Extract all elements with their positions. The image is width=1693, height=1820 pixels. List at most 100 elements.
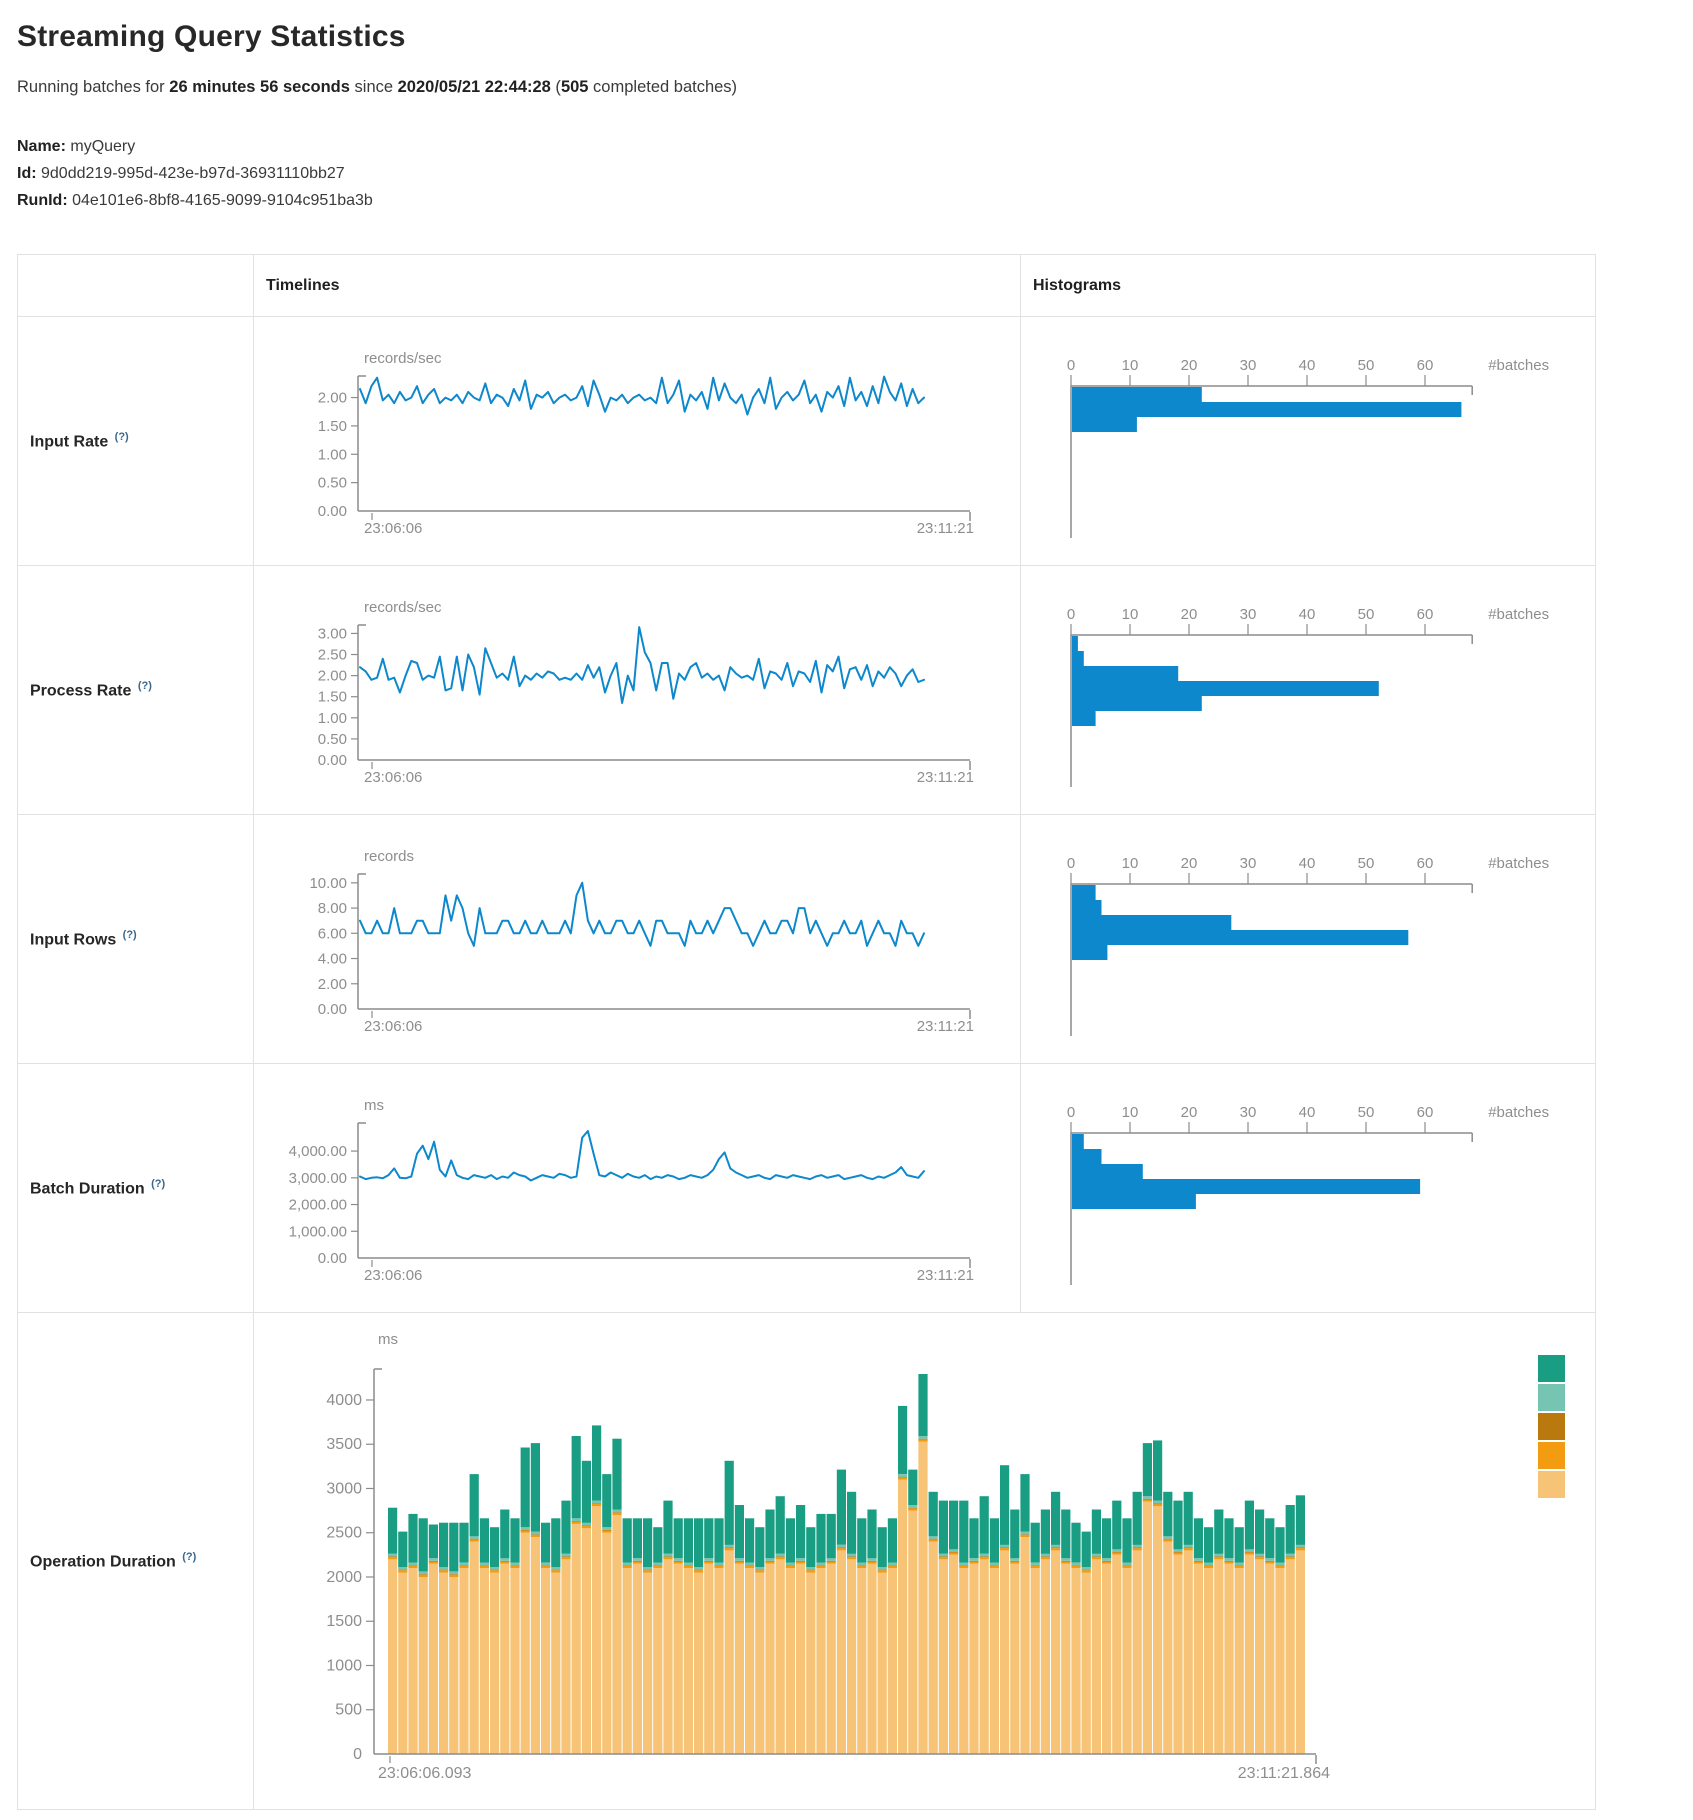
row-label-input-rows: Input Rows (?) xyxy=(17,814,254,1064)
svg-text:40: 40 xyxy=(1299,855,1316,872)
svg-text:10.00: 10.00 xyxy=(309,874,347,891)
svg-text:0: 0 xyxy=(1067,606,1075,623)
svg-text:1,000.00: 1,000.00 xyxy=(289,1223,347,1240)
summary-start-time: 2020/05/21 22:44:28 xyxy=(397,78,551,96)
svg-text:23:11:21: 23:11:21 xyxy=(917,769,974,786)
svg-text:30: 30 xyxy=(1240,606,1257,623)
table-row-operation-duration: Operation Duration (?) ms 4000 3500 3000 250… xyxy=(17,1312,1596,1810)
row-label-text: Input Rows xyxy=(30,931,117,949)
batch-duration-histogram-chart: 0 10 20 30 40 50 60 #batches xyxy=(1021,1093,1595,1298)
operation-duration-stacked-chart: ms 4000 3500 3000 2500 2000 1500 1000 500 0 23:06:… xyxy=(254,1324,1595,1799)
svg-text:0.50: 0.50 xyxy=(318,474,347,491)
svg-text:30: 30 xyxy=(1240,855,1257,872)
summary-batch-count: 505 xyxy=(560,78,589,96)
svg-text:60: 60 xyxy=(1417,606,1434,623)
svg-text:60: 60 xyxy=(1417,357,1434,374)
column-header-histograms: Histograms xyxy=(1020,254,1596,317)
query-runid-label: RunId: xyxy=(17,192,68,209)
svg-text:2.50: 2.50 xyxy=(318,646,347,663)
svg-text:3,000.00: 3,000.00 xyxy=(289,1169,347,1186)
help-icon[interactable]: (?) xyxy=(114,430,129,443)
svg-text:3500: 3500 xyxy=(326,1436,362,1453)
query-runid-value: 04e101e6-8bf8-4165-9099-9104c951ba3b xyxy=(72,192,373,209)
query-runid-line: RunId: 04e101e6-8bf8-4165-9099-9104c951b… xyxy=(17,187,1693,214)
row-label-text: Process Rate xyxy=(30,682,132,700)
svg-text:20: 20 xyxy=(1181,357,1198,374)
svg-text:50: 50 xyxy=(1358,357,1375,374)
svg-text:2000: 2000 xyxy=(326,1568,362,1585)
summary-prefix: Running batches for xyxy=(17,78,170,96)
summary-duration: 26 minutes 56 seconds xyxy=(169,78,350,96)
svg-text:0.00: 0.00 xyxy=(318,1250,347,1267)
input-rows-timeline-chart: records 10.00 8.00 6.00 4.00 2.00 0.00 23:06:06… xyxy=(254,844,1020,1049)
svg-text:23:11:21: 23:11:21 xyxy=(917,1267,974,1284)
svg-text:23:11:21: 23:11:21 xyxy=(917,520,974,537)
row-label-operation-duration: Operation Duration (?) xyxy=(17,1312,254,1810)
input-rate-timeline-chart: records/sec 2.00 1.50 1.00 0.50 0.00 23:06:06 2… xyxy=(254,346,1020,551)
svg-text:10: 10 xyxy=(1122,357,1139,374)
process-rate-timeline-chart: records/sec 3.00 2.50 2.00 1.50 1.00 0.50 0.00 2… xyxy=(254,595,1020,800)
svg-text:8.00: 8.00 xyxy=(318,900,347,917)
header-empty-cell xyxy=(17,254,254,317)
row-label-process-rate: Process Rate (?) xyxy=(17,565,254,815)
svg-text:30: 30 xyxy=(1240,357,1257,374)
svg-text:10: 10 xyxy=(1122,1104,1139,1121)
svg-text:2.00: 2.00 xyxy=(318,667,347,684)
svg-text:#batches: #batches xyxy=(1488,357,1549,374)
svg-text:0: 0 xyxy=(1067,855,1075,872)
help-icon[interactable]: (?) xyxy=(122,928,137,941)
svg-text:23:06:06: 23:06:06 xyxy=(364,520,422,537)
svg-text:1.50: 1.50 xyxy=(318,688,347,705)
svg-text:records/sec: records/sec xyxy=(364,599,442,616)
svg-text:2,000.00: 2,000.00 xyxy=(289,1196,347,1213)
table-row-input-rate: Input Rate (?) records/sec 2.00 1.50 1.00 0.… xyxy=(17,316,1596,566)
row-label-batch-duration: Batch Duration (?) xyxy=(17,1063,254,1313)
svg-text:#batches: #batches xyxy=(1488,606,1549,623)
svg-text:0: 0 xyxy=(353,1746,362,1763)
query-name-line: Name: myQuery xyxy=(17,133,1693,160)
svg-text:23:06:06: 23:06:06 xyxy=(364,769,422,786)
svg-text:3000: 3000 xyxy=(326,1480,362,1497)
svg-text:500: 500 xyxy=(335,1701,362,1718)
svg-text:#batches: #batches xyxy=(1488,855,1549,872)
svg-text:50: 50 xyxy=(1358,1104,1375,1121)
svg-text:50: 50 xyxy=(1358,606,1375,623)
help-icon[interactable]: (?) xyxy=(151,1177,166,1190)
help-icon[interactable]: (?) xyxy=(137,679,152,692)
row-label-text: Input Rate xyxy=(30,433,109,451)
svg-text:60: 60 xyxy=(1417,1104,1434,1121)
help-icon[interactable]: (?) xyxy=(182,1550,197,1563)
query-id-value: 9d0dd219-995d-423e-b97d-36931110bb27 xyxy=(41,165,345,182)
row-label-text: Batch Duration xyxy=(30,1180,145,1198)
svg-text:23:11:21: 23:11:21 xyxy=(917,1018,974,1035)
svg-text:ms: ms xyxy=(378,1331,398,1348)
table-row-input-rows: Input Rows (?) records 10.00 8.00 6.00 4.00 2… xyxy=(17,814,1596,1064)
table-row-batch-duration: Batch Duration (?) ms 4,000.00 3,000.00 2,0… xyxy=(17,1063,1596,1313)
summary-paren: ( xyxy=(550,78,561,96)
svg-text:4.00: 4.00 xyxy=(318,950,347,967)
svg-text:records/sec: records/sec xyxy=(364,350,442,367)
svg-text:50: 50 xyxy=(1358,855,1375,872)
svg-text:4,000.00: 4,000.00 xyxy=(289,1143,347,1160)
svg-text:23:06:06.093: 23:06:06.093 xyxy=(378,1765,472,1782)
svg-text:1.00: 1.00 xyxy=(318,446,347,463)
svg-text:records: records xyxy=(364,848,414,865)
batch-duration-timeline-chart: ms 4,000.00 3,000.00 2,000.00 1,000.00 0.00 23… xyxy=(254,1093,1020,1298)
process-rate-histogram-chart: 0 10 20 30 40 50 60 #batches xyxy=(1021,595,1595,800)
svg-text:23:11:21.864: 23:11:21.864 xyxy=(1238,1765,1330,1782)
query-name-value: myQuery xyxy=(70,138,136,155)
svg-text:30: 30 xyxy=(1240,1104,1257,1121)
svg-text:0.00: 0.00 xyxy=(318,752,347,769)
operation-duration-cell: ms 4000 3500 3000 2500 2000 1500 1000 500 0 23:06:… xyxy=(253,1312,1596,1810)
svg-text:2.00: 2.00 xyxy=(318,389,347,406)
page-title: Streaming Query Statistics xyxy=(17,20,406,53)
svg-text:ms: ms xyxy=(364,1097,384,1114)
svg-text:0.00: 0.00 xyxy=(318,503,347,520)
svg-text:20: 20 xyxy=(1181,855,1198,872)
svg-text:10: 10 xyxy=(1122,855,1139,872)
svg-text:23:06:06: 23:06:06 xyxy=(364,1018,422,1035)
svg-text:1000: 1000 xyxy=(326,1657,362,1674)
svg-text:10: 10 xyxy=(1122,606,1139,623)
svg-text:60: 60 xyxy=(1417,855,1434,872)
svg-text:#batches: #batches xyxy=(1488,1104,1549,1121)
